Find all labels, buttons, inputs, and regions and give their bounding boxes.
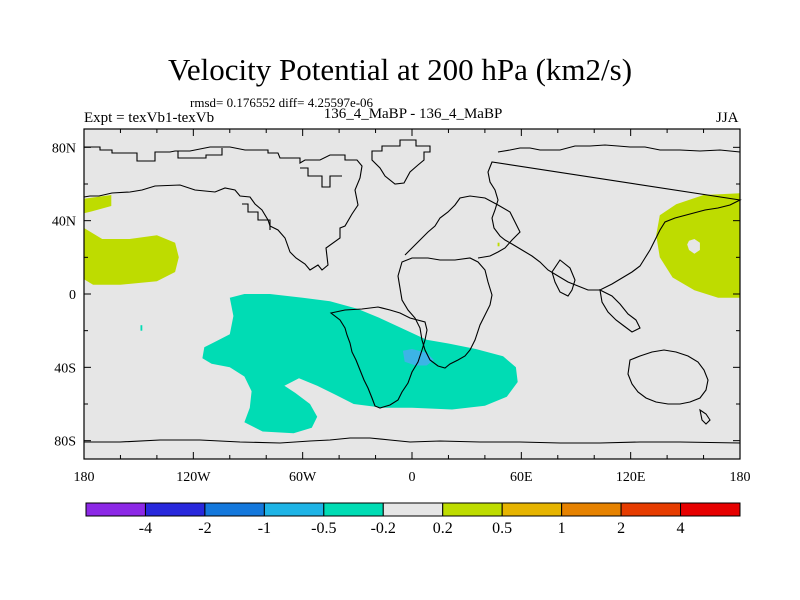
x-tick-label: 120W — [176, 470, 211, 485]
colorbar-swatch — [204, 502, 265, 517]
colorbar-label: -0.2 — [371, 520, 396, 537]
y-tick-label: 40S — [54, 361, 76, 376]
region-positive-anomaly-west-lower — [84, 228, 179, 285]
colorbar-label: -2 — [198, 520, 211, 537]
colorbar-label: -1 — [258, 520, 271, 537]
y-tick-label: 80S — [54, 435, 76, 450]
region-positive-dot — [497, 242, 500, 247]
colorbar-label: 1 — [558, 520, 566, 537]
coastline-new-zealand — [699, 408, 711, 425]
colorbar-swatch — [85, 502, 146, 517]
y-tick-label: 40N — [52, 215, 76, 230]
coastline-southeast-asia — [599, 289, 641, 333]
plot-background — [84, 129, 740, 459]
colorbar-swatch — [382, 502, 444, 517]
colorbar-swatch — [680, 502, 741, 517]
coastline-greenland — [371, 139, 431, 185]
stats-line: rmsd= 0.176552 diff= 4.25597e-06 — [190, 95, 374, 110]
colorbar-swatch — [263, 502, 325, 517]
x-tick-label: 0 — [409, 470, 416, 485]
coastline-africa — [397, 257, 493, 369]
coastline-asia — [487, 144, 742, 291]
colorbar-label: 2 — [617, 520, 625, 537]
colorbar: -4 -2 -1 -0.5 -0.2 0.2 0.5 1 2 4 — [85, 502, 741, 537]
colorbar-swatch — [620, 502, 682, 517]
coastline-europe — [404, 195, 521, 259]
region-negative-anomaly-small — [140, 325, 143, 331]
experiment-label: Expt = texVb1-texVb — [84, 110, 215, 126]
axes: 180 120W 60W 0 60E 120E 180 80N 40N 0 40S 80S — [52, 129, 751, 485]
region-gray-hole-east — [687, 239, 700, 254]
coastline-alaska-north — [177, 148, 223, 159]
colorbar-label: 4 — [677, 520, 685, 537]
y-tick-label: 80N — [52, 141, 76, 156]
x-tick-label: 60W — [289, 470, 317, 485]
season-label: JJA — [716, 110, 739, 126]
coastline-india-asia-south — [551, 259, 576, 297]
coastline-antarctica — [84, 437, 741, 444]
colorbar-swatch — [323, 502, 384, 517]
region-negative-anomaly — [202, 294, 518, 434]
x-tick-label: 120E — [616, 470, 646, 485]
x-tick-label: 60E — [510, 470, 533, 485]
colorbar-label: -4 — [139, 520, 152, 537]
chart-title: Velocity Potential at 200 hPa (km2/s) — [167, 52, 633, 87]
coastline-west-coast-detail — [242, 203, 271, 230]
colorbar-label: 0.2 — [433, 520, 453, 537]
coastline-hudson-bay — [300, 167, 342, 188]
coastline-north-america — [83, 146, 363, 271]
colorbar-swatch — [442, 502, 503, 517]
colorbar-swatch — [561, 502, 622, 517]
region-positive-anomaly-west — [84, 195, 112, 214]
colorbar-swatch — [144, 502, 206, 517]
coastline-australia — [627, 349, 709, 405]
colorbar-swatch — [501, 502, 563, 517]
coastline-south-america — [329, 306, 428, 409]
colorbar-label: -0.5 — [311, 520, 336, 537]
x-tick-label: 180 — [74, 470, 95, 485]
colorbar-label: 0.5 — [492, 520, 512, 537]
case-label: 136_4_MaBP - 136_4_MaBP — [323, 106, 503, 122]
coastlines — [83, 139, 742, 444]
y-tick-label: 0 — [69, 288, 76, 303]
x-tick-label: 180 — [730, 470, 751, 485]
